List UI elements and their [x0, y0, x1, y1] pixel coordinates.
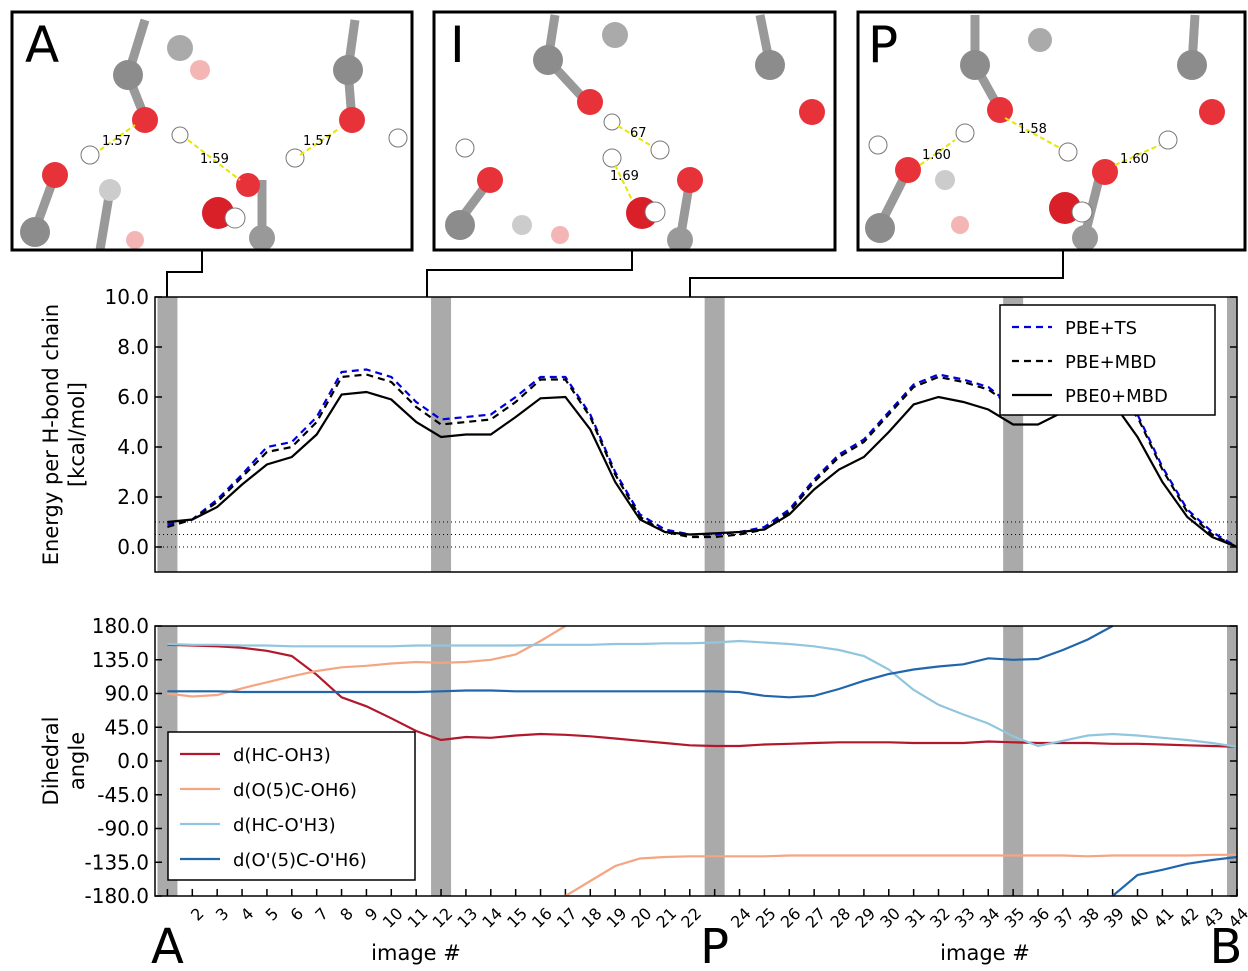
y-tick-label: -90.0: [97, 817, 149, 841]
x-tick-label: 2: [187, 904, 208, 925]
x-tick-label: 6: [286, 904, 307, 925]
distance: 1.60: [922, 148, 951, 163]
x-tick-label: 13: [453, 904, 481, 932]
y-tick-label: 8.0: [117, 335, 149, 359]
x-tick-label: 8: [336, 904, 357, 925]
y-axis-label: Dihedral: [39, 717, 63, 806]
y-axis-label: angle: [65, 732, 89, 790]
x-tick-label: 31: [901, 904, 929, 932]
distance: 1.57: [303, 134, 332, 149]
highlight-band: [157, 297, 177, 572]
legend-label: PBE0+MBD: [1065, 386, 1168, 407]
y-axis-label: Energy per H-bond chain: [39, 304, 63, 566]
x-tick-label: 3: [212, 904, 233, 925]
distance: 1.57: [102, 134, 131, 149]
x-tick-label: 28: [827, 904, 855, 932]
x-tick-label: 36: [1025, 904, 1053, 932]
x-tick-label: 18: [578, 904, 606, 932]
x-tick-label: 37: [1050, 904, 1078, 932]
x-tick-label: 15: [503, 904, 531, 932]
distance: 1.60: [1120, 152, 1149, 167]
y-tick-label: -180.0: [85, 884, 149, 908]
distance: 1.69: [610, 169, 639, 184]
y-axis-label: [kcal/mol]: [65, 382, 89, 487]
legend-label: d(HC-OH3): [233, 745, 331, 766]
x-tick-label: 27: [802, 904, 830, 932]
x-tick-label: 4: [237, 904, 258, 925]
structure-a: [20, 20, 407, 251]
y-tick-label: 10.0: [104, 285, 149, 309]
y-tick-label: 2.0: [117, 485, 149, 509]
x-tick-label: 25: [752, 904, 780, 932]
series-line: [167, 641, 1237, 747]
y-tick-label: 90.0: [104, 682, 149, 706]
highlight-band: [431, 297, 451, 572]
x-tick-label: 7: [311, 904, 332, 925]
x-tick-label: 38: [1075, 904, 1103, 932]
highlight-band: [1227, 297, 1237, 572]
endpoint-label: A: [151, 919, 184, 967]
legend-label: PBE+MBD: [1065, 352, 1156, 373]
endpoint-label: P: [700, 919, 729, 967]
x-tick-label: 39: [1100, 904, 1128, 932]
x-tick-label: 19: [603, 904, 631, 932]
y-tick-label: 4.0: [117, 435, 149, 459]
y-tick-label: 180.0: [92, 614, 149, 638]
highlight-band: [705, 297, 725, 572]
distance: 67: [630, 126, 647, 141]
y-tick-label: 135.0: [92, 648, 149, 672]
endpoint-label: B: [1210, 919, 1243, 967]
panel-label: P: [868, 16, 898, 74]
figure: A I P 1.57 1.59 1.57 67 1.69 1.60 1.58 1…: [0, 0, 1248, 967]
x-tick-label: 29: [851, 904, 879, 932]
x-tick-label: 35: [1001, 904, 1029, 932]
y-tick-label: 45.0: [104, 715, 149, 739]
y-tick-label: -45.0: [97, 783, 149, 807]
connectors: [167, 250, 1063, 297]
x-tick-label: 20: [628, 904, 656, 932]
legend-label: d(O'(5)C-O'H6): [233, 850, 367, 871]
highlight-band: [431, 626, 451, 896]
distance: 1.58: [1018, 122, 1047, 137]
panel-label: I: [450, 16, 465, 74]
x-tick-label: 11: [404, 904, 432, 932]
x-tick-label: 10: [379, 904, 407, 932]
x-tick-label: 42: [1175, 904, 1203, 932]
x-tick-label: 32: [926, 904, 954, 932]
x-tick-label: 30: [876, 904, 904, 932]
x-tick-label: 34: [976, 904, 1004, 932]
x-tick-label: 26: [777, 904, 805, 932]
x-tick-label: 41: [1150, 904, 1178, 932]
distance: 1.59: [200, 152, 229, 167]
x-tick-label: 9: [361, 904, 382, 925]
x-tick-label: 16: [528, 904, 556, 932]
x-tick-label: 33: [951, 904, 979, 932]
y-tick-label: 0.0: [117, 749, 149, 773]
x-tick-label: 12: [429, 904, 457, 932]
y-tick-label: 6.0: [117, 385, 149, 409]
y-tick-label: -135.0: [85, 850, 149, 874]
legend-label: d(O(5)C-OH6): [233, 780, 357, 801]
x-tick-label: 40: [1125, 904, 1153, 932]
legend-label: PBE+TS: [1065, 318, 1137, 339]
y-tick-label: 0.0: [117, 535, 149, 559]
legend-label: d(HC-O'H3): [233, 815, 336, 836]
x-tick-label: 24: [727, 904, 755, 932]
x-tick-label: 14: [478, 904, 506, 932]
x-tick-label: 17: [553, 904, 581, 932]
x-axis-label: image #: [371, 941, 461, 965]
x-tick-label: 21: [652, 904, 680, 932]
x-tick-label: 5: [262, 904, 283, 925]
panel-label: A: [25, 16, 59, 74]
x-axis-label: image #: [940, 941, 1030, 965]
